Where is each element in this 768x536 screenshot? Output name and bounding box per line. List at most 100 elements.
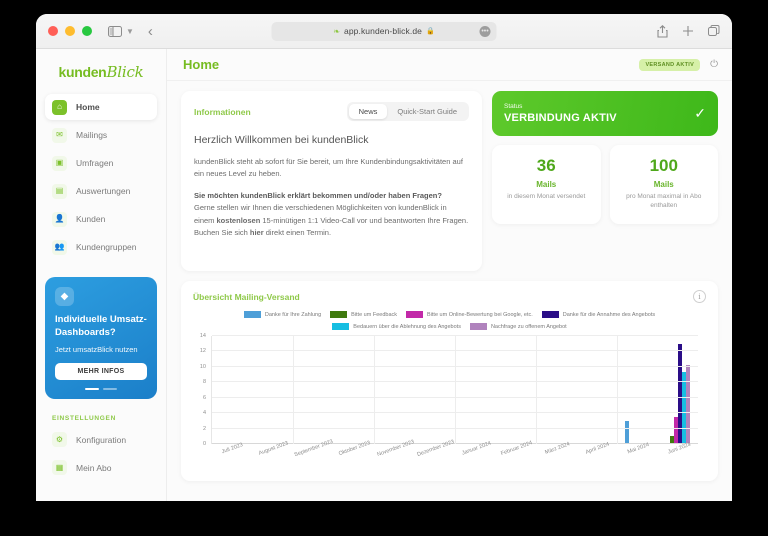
site-leaf-icon: ❧ <box>333 26 340 36</box>
browser-window: ▼ ‹ ❧ app.kunden-blick.de 🔒 ••• <box>36 14 732 501</box>
minimize-window-button[interactable] <box>65 26 75 36</box>
address-bar[interactable]: ❧ app.kunden-blick.de 🔒 ••• <box>271 21 497 41</box>
sidebar-item-konfiguration[interactable]: ⚙ Konfiguration <box>45 427 157 453</box>
p3-link[interactable]: hier <box>249 227 264 237</box>
p3-b: kostenlosen <box>216 215 261 225</box>
y-axis-tick-label: 0 <box>202 441 206 447</box>
grid-line-vertical <box>535 336 537 444</box>
carousel-dot-1[interactable] <box>85 387 99 390</box>
sidebar-item-kunden[interactable]: 👤 Kunden <box>45 206 157 232</box>
bar[interactable] <box>681 372 686 444</box>
promo-carousel-dots[interactable] <box>55 387 147 390</box>
info-icon[interactable]: i <box>693 290 706 303</box>
chart-legend: Danke für Ihre Zahlung Bitte um Feedback B… <box>193 311 706 330</box>
share-icon[interactable] <box>657 24 668 38</box>
x-axis-tick: Januar 2024 <box>454 441 495 466</box>
tab-overview-icon[interactable] <box>708 25 720 37</box>
stat-description: pro Monat maximal in Abo enthalten <box>626 193 702 210</box>
information-tabs: News Quick-Start Guide <box>346 102 469 121</box>
sidebar-settings-nav: ⚙ Konfiguration ▦ Mein Abo ? Sie haben F… <box>45 427 157 501</box>
stat-description: in diesem Monat versendet <box>507 193 586 200</box>
legend-item[interactable]: Bitte um Feedback <box>330 311 397 318</box>
information-card: Informationen News Quick-Start Guide Her… <box>181 91 482 271</box>
maximize-window-button[interactable] <box>82 26 92 36</box>
bar[interactable] <box>669 436 674 444</box>
bar[interactable] <box>685 364 690 444</box>
legend-label: Bitte um Feedback <box>351 311 397 318</box>
y-axis-tick-label: 6 <box>202 394 206 401</box>
legend-swatch-icon <box>332 323 350 330</box>
x-axis-tick-label: April 2024 <box>585 441 611 456</box>
legend-label: Danke für Ihre Zahlung <box>264 311 322 318</box>
sidebar-item-label: Konfiguration <box>76 434 127 445</box>
bar[interactable] <box>673 417 678 444</box>
main-content: Home VERSAND AKTIV ⏻ Informationen <box>167 49 732 501</box>
carousel-dot-2[interactable] <box>103 387 117 390</box>
url-menu-icon[interactable]: ••• <box>479 25 491 37</box>
legend-item[interactable]: Nachfrage zu offenem Angebot <box>469 323 567 330</box>
power-icon[interactable]: ⏻ <box>710 59 718 70</box>
sidebar-item-label: Kunden <box>76 214 106 224</box>
x-axis-tick: März 2024 <box>536 441 577 466</box>
x-axis-tick: Juni 2024 <box>657 442 698 466</box>
check-icon: ✓ <box>694 105 706 121</box>
close-window-button[interactable] <box>48 26 58 36</box>
sidebar-item-mein-abo[interactable]: ▦ Mein Abo <box>45 455 157 481</box>
content-area: Informationen News Quick-Start Guide Her… <box>167 81 732 481</box>
sidebar-nav: ⌂ Home ✉ Mailings ▣ Umfragen ▤ Auswertun… <box>45 94 157 260</box>
chart-plot: 0 2 4 6 8 10 12 14 Juli 2023 August 2023 Septembe… <box>193 333 706 466</box>
status-badge: VERSAND AKTIV <box>639 58 701 71</box>
welcome-paragraph-2: Sie möchten kundenBlick erklärt bekommen… <box>194 190 442 200</box>
stat-card-limit: 100 Mails pro Monat maximal in Abo entha… <box>609 145 718 224</box>
sidebar-item-mailings[interactable]: ✉ Mailings <box>45 122 157 148</box>
url-text: app.kunden-blick.de <box>344 26 422 36</box>
tab-news[interactable]: News <box>348 104 388 119</box>
sidebar: kundenBlick ⌂ Home ✉ Mailings ▣ Umfragen <box>36 49 167 501</box>
y-axis-tick-label: 14 <box>199 333 206 339</box>
stat-number: 36 <box>536 156 556 175</box>
mailing-overview-chart-card: Übersicht Mailing-Versand i Danke für Ih… <box>181 281 718 481</box>
sidebar-item-umfragen[interactable]: ▣ Umfragen <box>45 150 157 176</box>
sidebar-item-help[interactable]: ? Sie haben Fragen? <box>45 497 157 501</box>
app-logo[interactable]: kundenBlick <box>45 49 157 94</box>
bar[interactable] <box>677 343 682 444</box>
sidebar-item-auswertungen[interactable]: ▤ Auswertungen <box>45 178 157 204</box>
promo-subtitle: Jetzt umsatzBlick nutzen <box>55 344 138 354</box>
legend-item[interactable]: Bedauern über die Ablehnung des Angebots <box>332 323 461 330</box>
plus-icon[interactable] <box>682 25 694 37</box>
logo-part-1: kunden <box>58 64 107 80</box>
back-chevron-icon[interactable]: ‹ <box>147 22 153 40</box>
y-axis-tick-label: 2 <box>202 425 206 432</box>
x-axis-tick-label: Juli 2023 <box>221 442 245 456</box>
stat-unit: Mails <box>536 180 557 189</box>
sidebar-toggle-icon[interactable] <box>108 25 122 37</box>
legend-swatch-icon <box>330 311 348 318</box>
bar[interactable] <box>625 420 630 444</box>
tab-quick-start-guide[interactable]: Quick-Start Guide <box>397 107 457 116</box>
legend-swatch-icon <box>541 311 559 318</box>
chart-title: Übersicht Mailing-Versand <box>193 291 300 302</box>
y-axis-tick-label: 4 <box>202 410 206 417</box>
legend-label: Bedauern über die Ablehnung des Angebots <box>353 323 461 330</box>
legend-item[interactable]: Danke für die Annahme des Angebots <box>541 311 655 318</box>
y-axis-tick-label: 8 <box>202 379 206 386</box>
promo-more-info-button[interactable]: MEHR INFOS <box>55 362 147 380</box>
status-value: VERBINDUNG AKTIV <box>504 112 617 124</box>
x-axis-tick: November 2023 <box>373 439 415 466</box>
legend-item[interactable]: Bitte um Online-Bewertung bei Google, et… <box>406 311 533 318</box>
promo-card[interactable]: ◆ Individuelle Umsatz-Dashboards? Jetzt … <box>45 277 157 399</box>
user-icon: 👤 <box>52 211 67 227</box>
sidebar-item-label: Auswertungen <box>76 186 131 196</box>
x-axis-tick: Oktober 2023 <box>333 440 374 466</box>
grid-line <box>212 335 698 336</box>
window-controls[interactable] <box>48 26 92 36</box>
x-axis-tick: September 2023 <box>292 439 334 466</box>
chart-grid <box>211 335 698 444</box>
legend-item[interactable]: Danke für Ihre Zahlung <box>243 311 322 318</box>
x-axis-tick: Dezember 2023 <box>414 439 456 466</box>
sidebar-item-home[interactable]: ⌂ Home <box>45 94 157 120</box>
lock-icon: 🔒 <box>425 28 435 35</box>
sidebar-item-kundengruppen[interactable]: 👥 Kundengruppen <box>45 234 157 260</box>
status-label: Status <box>504 103 523 110</box>
chevron-down-icon[interactable]: ▼ <box>126 26 134 36</box>
